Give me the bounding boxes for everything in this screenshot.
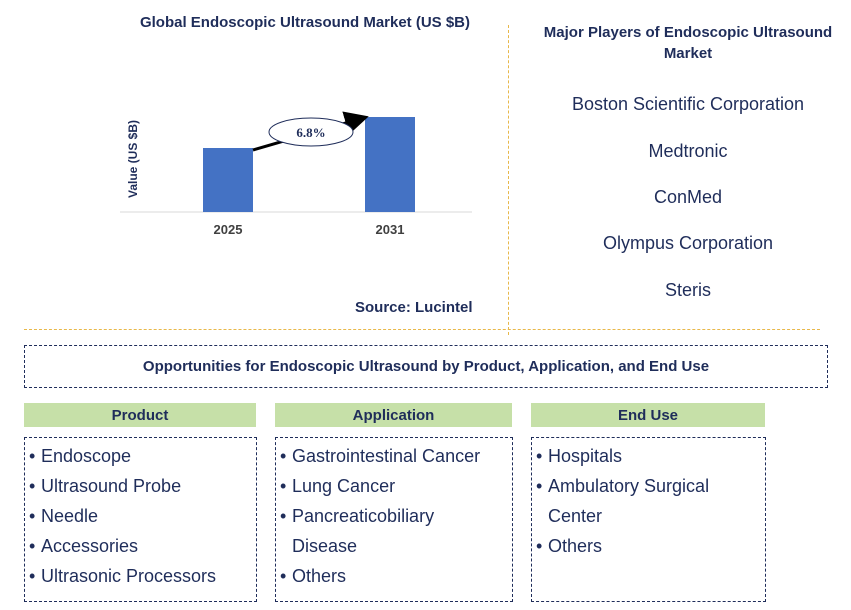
list-item: Others — [536, 531, 765, 561]
opportunities-title: Opportunities for Endoscopic Ultrasound … — [24, 345, 828, 388]
list-item: Accessories — [29, 531, 256, 561]
end-use-list: Hospitals Ambulatory Surgical Center Oth… — [531, 437, 766, 602]
cagr-bubble — [268, 117, 354, 147]
list-item: Others — [280, 561, 512, 591]
bar-chart: Value (US $B) 2025 2031 6.8% — [120, 111, 472, 237]
list-item: Hospitals — [536, 441, 765, 471]
product-list: Endoscope Ultrasound Probe Needle Access… — [24, 437, 257, 602]
player-item: ConMed — [653, 187, 723, 207]
end-use-header: End Use — [531, 403, 765, 427]
chart-source: Source: Lucintel — [355, 299, 473, 316]
y-axis-label: Value (US $B) — [126, 120, 140, 198]
list-item: Needle — [29, 501, 256, 531]
player-item: Medtronic — [648, 141, 728, 161]
list-item: Ultrasonic Processors — [29, 561, 256, 591]
application-list: Gastrointestinal Cancer Lung Cancer Panc… — [275, 437, 513, 602]
application-header: Application — [275, 403, 512, 427]
product-header: Product — [24, 403, 256, 427]
vertical-divider — [508, 25, 509, 335]
cagr-label: 6.8% — [296, 125, 325, 140]
player-item: Olympus Corporation — [602, 233, 774, 253]
list-item: Ambulatory Surgical Center — [536, 471, 738, 531]
list-item: Gastrointestinal Cancer — [280, 441, 512, 471]
bar-2025 — [203, 148, 253, 212]
bar-2031 — [365, 117, 415, 212]
player-item: Steris — [664, 280, 711, 300]
x-tick-label: 2025 — [214, 222, 243, 237]
list-item: Lung Cancer — [280, 471, 512, 501]
player-item: Boston Scientific Corporation — [571, 94, 805, 114]
horizontal-divider — [24, 329, 820, 330]
list-item: Endoscope — [29, 441, 256, 471]
list-item: Pancreaticobiliary Disease — [280, 501, 472, 561]
chart-title: Global Endoscopic Ultrasound Market (US … — [139, 14, 471, 31]
x-tick-label: 2031 — [376, 222, 405, 237]
players-title: Major Players of Endoscopic Ultrasound M… — [543, 24, 833, 62]
list-item: Ultrasound Probe — [29, 471, 256, 501]
